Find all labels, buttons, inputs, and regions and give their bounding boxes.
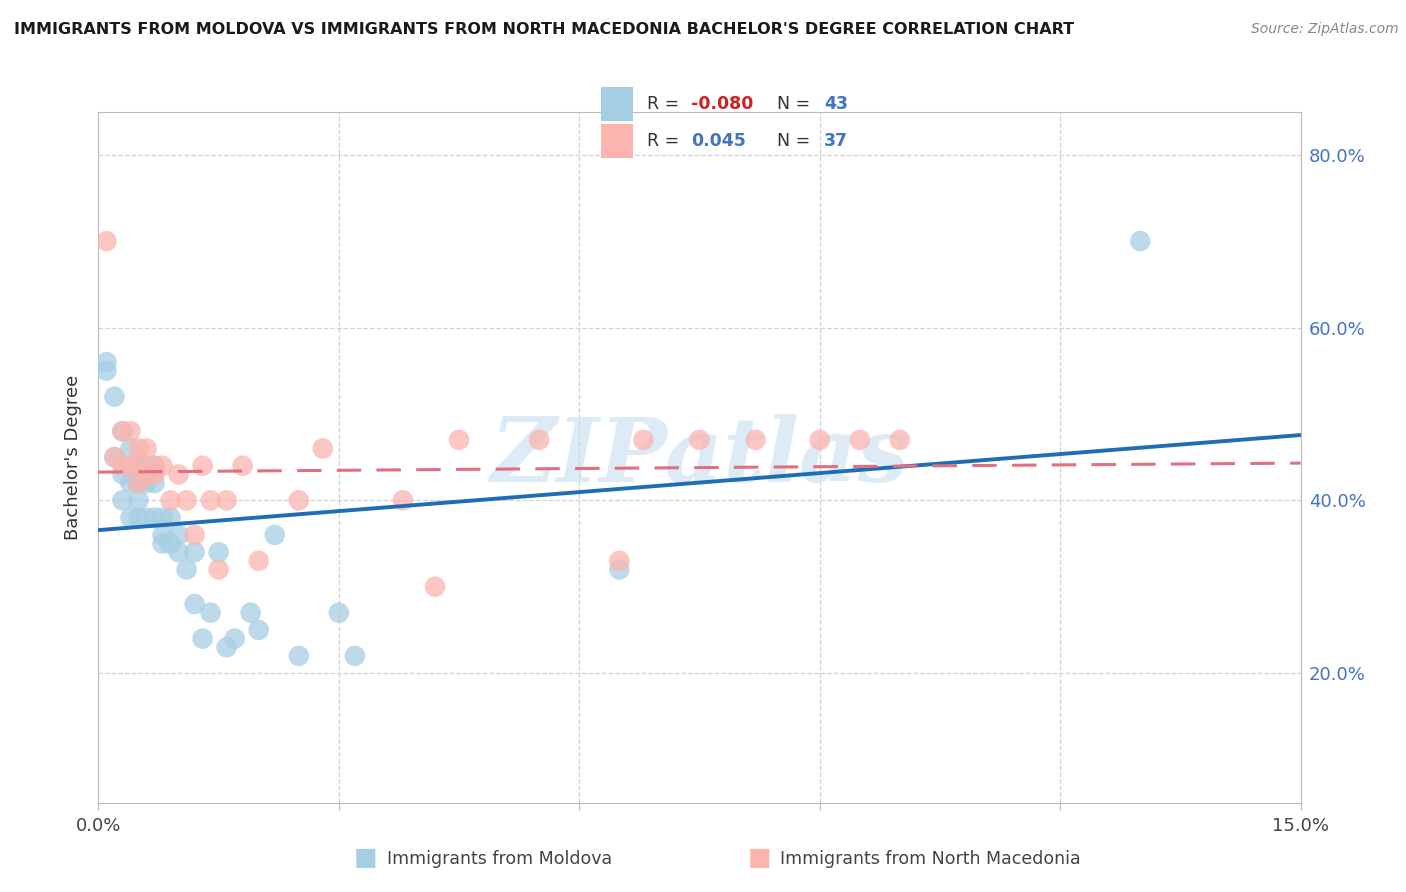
Point xyxy=(343,648,366,663)
Point xyxy=(159,536,181,550)
Point xyxy=(312,442,335,456)
Point xyxy=(191,458,214,473)
Point xyxy=(152,528,174,542)
Point xyxy=(247,623,270,637)
Text: N =: N = xyxy=(776,95,815,113)
Point xyxy=(120,458,142,473)
Point xyxy=(167,467,190,482)
Point xyxy=(128,493,150,508)
Point xyxy=(111,467,134,482)
Point xyxy=(111,424,134,438)
Text: 43: 43 xyxy=(824,95,848,113)
Point xyxy=(263,528,285,542)
Point xyxy=(103,450,125,465)
Point xyxy=(120,510,142,524)
Text: N =: N = xyxy=(776,132,815,150)
Point xyxy=(111,493,134,508)
Point xyxy=(183,597,205,611)
Point xyxy=(176,493,198,508)
Point xyxy=(120,424,142,438)
Text: ZIPatlas: ZIPatlas xyxy=(491,414,908,500)
Point xyxy=(808,433,831,447)
Point xyxy=(135,510,157,524)
Point xyxy=(135,458,157,473)
Point xyxy=(392,493,415,508)
Text: R =: R = xyxy=(647,95,685,113)
Point xyxy=(200,606,222,620)
Point xyxy=(609,554,631,568)
Point xyxy=(288,648,311,663)
Point xyxy=(215,640,238,655)
Point xyxy=(128,476,150,491)
Point xyxy=(609,562,631,576)
Point xyxy=(143,476,166,491)
Point xyxy=(239,606,262,620)
Point xyxy=(152,536,174,550)
Point xyxy=(224,632,246,646)
Text: -0.080: -0.080 xyxy=(690,95,754,113)
Text: ■: ■ xyxy=(748,846,770,870)
Point xyxy=(152,510,174,524)
Text: R =: R = xyxy=(647,132,685,150)
Point xyxy=(176,562,198,576)
Point xyxy=(96,234,118,248)
Point xyxy=(167,545,190,559)
Point xyxy=(849,433,872,447)
Point xyxy=(247,554,270,568)
Point xyxy=(128,476,150,491)
Point xyxy=(529,433,551,447)
Point xyxy=(159,493,181,508)
Bar xyxy=(600,124,633,158)
Point xyxy=(135,476,157,491)
Point xyxy=(183,545,205,559)
Point xyxy=(103,450,125,465)
Text: Immigrants from Moldova: Immigrants from Moldova xyxy=(387,850,612,868)
Point xyxy=(143,467,166,482)
Point xyxy=(1129,234,1152,248)
Point xyxy=(191,632,214,646)
Text: 37: 37 xyxy=(824,132,848,150)
Point xyxy=(208,545,231,559)
Y-axis label: Bachelor's Degree: Bachelor's Degree xyxy=(65,375,83,540)
Point xyxy=(135,442,157,456)
Point xyxy=(120,442,142,456)
Point xyxy=(288,493,311,508)
Point xyxy=(143,510,166,524)
Point xyxy=(96,355,118,369)
Point xyxy=(208,562,231,576)
Point xyxy=(232,458,254,473)
Text: Source: ZipAtlas.com: Source: ZipAtlas.com xyxy=(1251,22,1399,37)
Text: ■: ■ xyxy=(354,846,377,870)
Point xyxy=(103,390,125,404)
Point xyxy=(328,606,350,620)
Point xyxy=(128,458,150,473)
Point xyxy=(143,458,166,473)
Text: IMMIGRANTS FROM MOLDOVA VS IMMIGRANTS FROM NORTH MACEDONIA BACHELOR'S DEGREE COR: IMMIGRANTS FROM MOLDOVA VS IMMIGRANTS FR… xyxy=(14,22,1074,37)
Point xyxy=(152,458,174,473)
Point xyxy=(96,364,118,378)
Point xyxy=(447,433,470,447)
Point xyxy=(423,580,446,594)
Point xyxy=(689,433,711,447)
Point xyxy=(128,458,150,473)
Bar xyxy=(600,87,633,121)
Point xyxy=(200,493,222,508)
Point xyxy=(143,458,166,473)
Point xyxy=(889,433,911,447)
Text: Immigrants from North Macedonia: Immigrants from North Macedonia xyxy=(780,850,1081,868)
Point xyxy=(215,493,238,508)
Point xyxy=(744,433,766,447)
Point xyxy=(128,442,150,456)
Point xyxy=(111,424,134,438)
Point xyxy=(633,433,655,447)
Point xyxy=(111,458,134,473)
Point xyxy=(159,510,181,524)
Point xyxy=(183,528,205,542)
Text: 0.045: 0.045 xyxy=(690,132,745,150)
Point xyxy=(120,476,142,491)
Point xyxy=(167,528,190,542)
Point xyxy=(135,467,157,482)
Point xyxy=(128,510,150,524)
